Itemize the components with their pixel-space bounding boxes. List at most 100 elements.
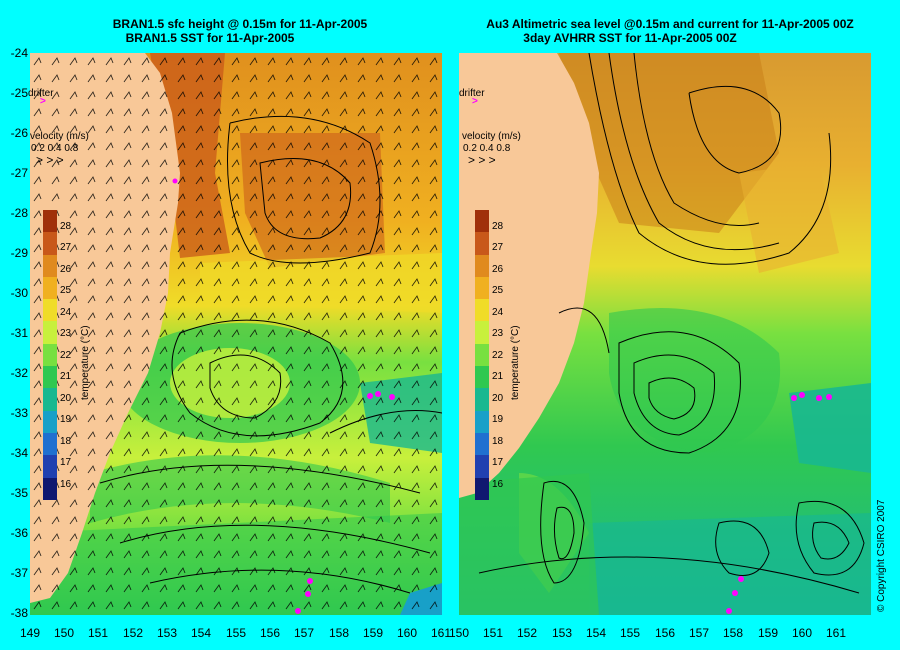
colorbar-tick: 23 [492, 328, 504, 339]
right-velocity-label: velocity (m/s) [462, 131, 521, 142]
left-velocity-arrows: > > > [36, 153, 64, 167]
colorbar-segment [43, 321, 57, 344]
y-tick: -31 [10, 326, 28, 340]
colorbar-tick: 19 [60, 414, 72, 425]
left-drifter-label: drifter [28, 88, 54, 99]
colorbar-tick: 22 [60, 350, 72, 361]
colorbar-segment [475, 366, 489, 389]
x-tick: 156 [259, 626, 281, 640]
y-tick: -30 [10, 286, 28, 300]
right-title-line2: 3day AVHRR SST for 11-Apr-2005 00Z [523, 31, 737, 45]
x-tick: 155 [225, 626, 247, 640]
colorbar-tick: 16 [60, 479, 72, 490]
x-tick: 157 [688, 626, 710, 640]
colorbar-segment [475, 321, 489, 344]
colorbar-segment [43, 343, 57, 367]
y-tick: -37 [10, 566, 28, 580]
colorbar-tick: 26 [60, 264, 72, 275]
y-tick: -34 [10, 446, 28, 460]
colorbar-tick: 28 [492, 221, 504, 232]
colorbar-tick: 26 [492, 264, 504, 275]
y-tick: -38 [10, 606, 28, 620]
colorbar-tick: 25 [492, 285, 504, 296]
x-tick: 150 [53, 626, 75, 640]
colorbar-segment [475, 343, 489, 367]
right-colorbar-title: temperature (°C) [510, 325, 521, 400]
colorbar-segment [43, 210, 57, 233]
colorbar-tick: 20 [60, 393, 72, 404]
colorbar-tick: 17 [60, 457, 72, 468]
x-tick: 149 [19, 626, 41, 640]
colorbar-segment [43, 276, 57, 300]
x-tick: 153 [156, 626, 178, 640]
x-tick: 158 [722, 626, 744, 640]
left-colorbar-title: temperature (°C) [80, 325, 91, 400]
colorbar-segment [475, 410, 489, 433]
x-tick: 154 [585, 626, 607, 640]
x-tick: 159 [757, 626, 779, 640]
colorbar-segment [475, 432, 489, 456]
colorbar-tick: 16 [492, 479, 504, 490]
y-tick: -28 [10, 206, 28, 220]
colorbar-tick: 27 [60, 242, 72, 253]
left-title-line2: BRAN1.5 SST for 11-Apr-2005 [125, 31, 295, 45]
colorbar-segment [475, 276, 489, 300]
x-tick: 158 [328, 626, 350, 640]
colorbar-tick: 21 [492, 371, 504, 382]
colorbar-segment [43, 455, 57, 478]
y-tick: -32 [10, 366, 28, 380]
x-tick: 155 [619, 626, 641, 640]
colorbar-tick: 22 [492, 350, 504, 361]
colorbar-tick: 28 [60, 221, 72, 232]
x-tick: 150 [448, 626, 470, 640]
colorbar-tick: 25 [60, 285, 72, 296]
colorbar-segment [43, 232, 57, 255]
colorbar-segment [43, 477, 57, 500]
x-tick: 161 [825, 626, 847, 640]
colorbar-segment [475, 254, 489, 277]
right-velocity-values: 0.2 0.4 0.8 [463, 143, 511, 154]
right-drifter-marker: > [472, 96, 478, 107]
colorbar-segment [475, 455, 489, 478]
x-tick: 160 [791, 626, 813, 640]
x-tick: 152 [122, 626, 144, 640]
colorbar-tick: 27 [492, 242, 504, 253]
left-velocity-values: 0.2 0.4 0.8 [31, 143, 79, 154]
copyright-text: © Copyright CSIRO 2007 [876, 499, 887, 612]
x-tick: 157 [293, 626, 315, 640]
y-tick: -26 [10, 126, 28, 140]
colorbar-segment [475, 210, 489, 233]
colorbar-segment [475, 388, 489, 411]
y-tick: -29 [10, 246, 28, 260]
right-drifter-label: drifter [459, 88, 485, 99]
left-velocity-label: velocity (m/s) [30, 131, 89, 142]
colorbar-tick: 17 [492, 457, 504, 468]
colorbar-tick: 18 [492, 436, 504, 447]
x-tick: 151 [87, 626, 109, 640]
colorbar-segment [43, 254, 57, 277]
y-tick: -35 [10, 486, 28, 500]
colorbar-segment [43, 299, 57, 322]
right-velocity-arrows: > > > [468, 153, 496, 167]
colorbar-segment [475, 299, 489, 322]
x-tick: 156 [654, 626, 676, 640]
right-colorbar [475, 210, 489, 500]
x-tick: 153 [551, 626, 573, 640]
x-tick: 159 [362, 626, 384, 640]
right-map-panel [459, 53, 871, 615]
y-tick: -36 [10, 526, 28, 540]
colorbar-tick: 24 [60, 307, 72, 318]
colorbar-segment [43, 410, 57, 433]
colorbar-tick: 24 [492, 307, 504, 318]
colorbar-segment [475, 232, 489, 255]
colorbar-segment [475, 477, 489, 500]
colorbar-tick: 23 [60, 328, 72, 339]
x-tick: 151 [482, 626, 504, 640]
y-tick: -24 [10, 46, 28, 60]
colorbar-segment [43, 432, 57, 456]
colorbar-segment [43, 388, 57, 411]
left-colorbar [43, 210, 57, 500]
colorbar-segment [43, 366, 57, 389]
left-map-panel [30, 53, 442, 615]
colorbar-tick: 21 [60, 371, 72, 382]
